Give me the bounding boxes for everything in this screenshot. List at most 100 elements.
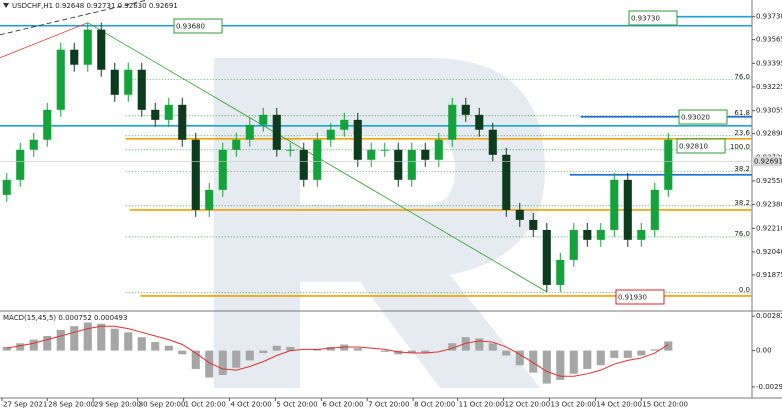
candle-body <box>313 139 322 180</box>
fib-label: 38.2 <box>734 165 750 173</box>
candle-body <box>178 104 187 140</box>
chart-title: USDCHF,H1 0.92648 0.92731 0.92630 0.9269… <box>12 2 178 10</box>
x-tick-label: 7 Oct 20:00 <box>368 401 409 409</box>
candle-body <box>205 189 214 210</box>
candle-body <box>97 29 106 70</box>
candle-body <box>583 229 592 240</box>
macd-bar <box>407 350 416 354</box>
candle-body <box>151 109 160 120</box>
macd-bar <box>43 335 52 351</box>
candle-body <box>407 149 416 180</box>
annotation-box <box>678 109 728 125</box>
macd-bar <box>286 346 295 351</box>
candle-body <box>272 114 281 150</box>
candle-body <box>461 104 470 115</box>
candle-body <box>326 129 335 140</box>
candle-body <box>448 104 457 140</box>
candle-body <box>596 229 605 240</box>
macd-bar <box>488 343 497 351</box>
candle-body <box>110 69 119 95</box>
macd-bar <box>596 350 605 366</box>
macd-bar <box>205 350 214 378</box>
candle-body <box>299 149 308 180</box>
macd-bar <box>448 343 457 351</box>
x-tick-label: 29 Sep 20:00 <box>94 401 141 409</box>
candle-body <box>515 209 524 220</box>
candle-body <box>56 49 65 110</box>
annotation-label: 0.93730 <box>631 15 660 23</box>
macd-signal-line <box>6 325 669 377</box>
candle-body <box>164 104 173 120</box>
candle-body <box>488 129 497 155</box>
candle-body <box>259 114 268 125</box>
macd-bar <box>583 350 592 369</box>
candle-body <box>137 69 146 110</box>
y-tick-label: 0.93395 <box>756 59 782 67</box>
fib-label: 23.6 <box>734 129 750 137</box>
candle-body <box>421 149 430 160</box>
fib-label: 38.2 <box>734 199 750 207</box>
candle-body <box>380 149 389 151</box>
macd-bar <box>637 350 646 356</box>
candle-body <box>610 179 619 230</box>
annotation-box <box>615 289 665 305</box>
y-tick-label: 0.93225 <box>756 83 782 91</box>
macd-y-tick-label: -0.002971 <box>756 383 782 391</box>
watermark-bowl <box>300 58 545 388</box>
macd-bar <box>313 349 322 351</box>
candle-body <box>43 109 52 140</box>
candle-body <box>286 149 295 151</box>
y-tick-label: 0.91875 <box>756 271 782 279</box>
annotation-label: 0.93020 <box>681 114 710 122</box>
candle-body <box>623 179 632 240</box>
candle-body <box>542 229 551 285</box>
symbol-icon <box>3 3 9 8</box>
x-tick-label: 27 Sep 2021 <box>3 401 47 409</box>
x-tick-label: 13 Oct 20:00 <box>550 401 596 409</box>
macd-bar <box>97 323 106 351</box>
candle-body <box>29 139 38 150</box>
macd-bar <box>164 345 173 351</box>
macd-bar <box>650 349 659 351</box>
annotation-box <box>676 138 726 154</box>
candle-body <box>637 229 646 240</box>
macd-bar <box>56 329 65 351</box>
x-tick-label: 14 Oct 20:00 <box>596 401 642 409</box>
macd-bar <box>232 350 241 368</box>
x-tick-label: 12 Oct 20:00 <box>505 401 551 409</box>
macd-bar <box>475 338 484 351</box>
macd-bar <box>623 350 632 358</box>
candle-body <box>245 124 254 140</box>
y-tick-label: 0.93730 <box>756 13 782 21</box>
x-tick-label: 28 Sep 20:00 <box>48 401 95 409</box>
candle-body <box>556 259 565 285</box>
macd-bar <box>394 350 403 355</box>
fib-label: 76.0 <box>734 73 750 81</box>
macd-bar <box>151 342 160 351</box>
macd-bar <box>664 341 673 351</box>
candle-body <box>340 119 349 130</box>
macd-bar <box>16 343 25 351</box>
candle-body <box>475 114 484 130</box>
annotation-box <box>628 10 678 26</box>
candle-body <box>218 149 227 190</box>
macd-bar <box>137 337 146 351</box>
candle-body <box>529 219 538 230</box>
macd-bar <box>529 350 538 373</box>
macd-bar <box>259 350 268 354</box>
y-tick-label: 0.93565 <box>756 36 782 44</box>
x-tick-label: 5 Oct 20:00 <box>276 401 317 409</box>
macd-bar <box>326 346 335 351</box>
candle-body <box>124 69 133 95</box>
watermark <box>214 58 545 388</box>
x-tick-label: 11 Oct 20:00 <box>459 401 505 409</box>
macd-title: MACD(15,45,5) 0.000752 0.000493 <box>3 314 127 322</box>
candle-body <box>569 229 578 260</box>
macd-bar <box>569 350 578 374</box>
watermark-stem <box>214 58 300 388</box>
last-price-box <box>752 156 782 167</box>
macd-bar <box>556 350 565 380</box>
